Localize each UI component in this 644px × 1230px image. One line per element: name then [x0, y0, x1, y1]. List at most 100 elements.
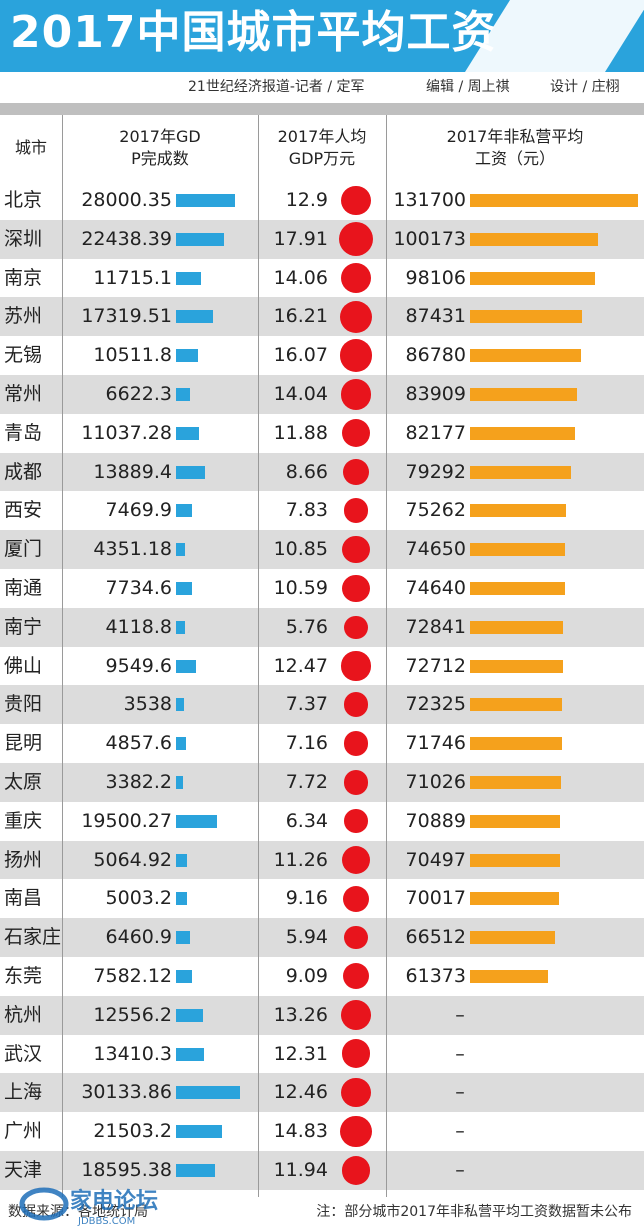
per-capita-value: 11.26 [273, 848, 328, 871]
per-capita-value: 10.59 [273, 577, 328, 599]
gdp-bar [176, 814, 218, 828]
header-wage: 2017年非私营平均 工资（元） [446, 127, 584, 168]
table-row: 成都 13889.4 8.66 79292 [0, 452, 644, 492]
city-name: 深圳 [4, 227, 43, 250]
gdp-bar [176, 271, 201, 285]
table-row: 重庆 19500.27 6.34 70889 [0, 802, 644, 841]
wage-bar [470, 620, 563, 634]
wage-bar [470, 388, 578, 401]
city-name: 昆明 [4, 732, 43, 755]
per-capita-value: 7.16 [285, 732, 328, 755]
gdp-bar [176, 892, 187, 906]
wage-value: 79292 [405, 460, 466, 483]
credit-design: 设计 / 庄栩 [550, 79, 620, 95]
per-capita-dot [341, 1039, 371, 1069]
credit-editor: 编辑 / 周上祺 [426, 79, 510, 95]
gdp-bar [176, 582, 193, 595]
gdp-bar [176, 349, 199, 363]
table-row: 太原 3382.2 7.72 71026 [0, 763, 644, 802]
column-divider [386, 115, 387, 1197]
wage-value: – [455, 1159, 465, 1181]
wage-bar [470, 970, 549, 983]
wage-value: – [455, 1120, 465, 1143]
gdp-bar [176, 776, 184, 789]
page-title: 2017中国城市平均工资 [10, 7, 497, 58]
per-capita-dot [339, 339, 373, 372]
city-name: 东莞 [4, 965, 43, 987]
wage-value: 98106 [405, 266, 466, 289]
table-row: 常州 6622.3 14.04 83909 [0, 375, 644, 414]
wage-value: – [455, 1081, 465, 1104]
per-capita-dot [341, 418, 371, 448]
per-capita-dot [341, 1156, 371, 1185]
wage-bar [470, 465, 572, 479]
per-capita-value: 13.26 [273, 1003, 328, 1026]
wage-bar [470, 659, 563, 673]
header-gdp: 2017年GD P完成数 [119, 127, 201, 168]
credits-line: 21世纪经济报道-记者 / 定军 编辑 / 周上祺 设计 / 庄栩 [0, 74, 644, 100]
per-capita-dot [340, 262, 372, 294]
gdp-bar [176, 465, 206, 479]
table-row: 广州 21503.2 14.83 – [0, 1112, 644, 1151]
city-name: 南昌 [4, 887, 43, 910]
watermark-logo: 家电论坛 JDBBS.COM [19, 1187, 158, 1227]
title-banner: 2017中国城市平均工资 [0, 0, 644, 72]
gdp-value: 28000.35 [81, 189, 172, 211]
city-name: 常州 [4, 383, 43, 405]
wage-value: 82177 [405, 421, 466, 444]
per-capita-value: 12.47 [273, 654, 328, 677]
wage-value: 71026 [405, 771, 466, 793]
per-capita-value: 9.16 [285, 887, 328, 910]
wage-value: 70497 [405, 848, 466, 871]
column-divider [62, 115, 63, 1197]
per-capita-value: 14.04 [273, 383, 328, 405]
table-row: 青岛 11037.28 11.88 82177 [0, 414, 644, 453]
footer-note: 注：部分城市2017年非私营平均工资数据暂未公布 [316, 1204, 632, 1220]
watermark-ring-icon [19, 1187, 69, 1221]
gdp-bar [176, 504, 192, 518]
per-capita-dot [342, 963, 370, 990]
per-capita-dot [344, 615, 368, 639]
gdp-value: 7582.12 [93, 965, 172, 987]
wage-value: – [455, 1042, 465, 1065]
gdp-bar [176, 620, 185, 634]
city-name: 南通 [4, 577, 43, 599]
gdp-value: 5064.92 [93, 848, 172, 871]
wage-bar [470, 582, 566, 595]
per-capita-dot [342, 535, 370, 564]
city-name: 南宁 [4, 615, 43, 638]
gdp-bar [176, 737, 187, 751]
city-name: 佛山 [4, 654, 43, 677]
wage-value: 74640 [405, 577, 466, 599]
table-row: 石家庄 6460.9 5.94 66512 [0, 918, 644, 957]
wage-bar [470, 814, 561, 828]
table-row: 西安 7469.9 7.83 75262 [0, 491, 644, 530]
gdp-value: 5003.2 [105, 887, 172, 910]
wage-bar [470, 892, 560, 906]
per-capita-value: 14.06 [273, 266, 328, 289]
per-capita-value: 12.9 [285, 189, 328, 211]
wage-value: 70889 [405, 809, 466, 832]
per-capita-value: 11.88 [273, 421, 328, 444]
wage-value: – [455, 1003, 465, 1026]
table-row: 扬州 5064.92 11.26 70497 [0, 840, 644, 880]
table-row: 贵阳 3538 7.37 72325 [0, 685, 644, 725]
wage-bar [470, 349, 581, 363]
per-capita-value: 10.85 [273, 538, 328, 561]
table-row: 北京 28000.35 12.9 131700 [0, 181, 644, 220]
wage-bar [470, 271, 596, 285]
table-row: 无锡 10511.8 16.07 86780 [0, 336, 644, 375]
table-row: 天津 18595.38 11.94 – [0, 1151, 644, 1190]
city-name: 青岛 [4, 421, 43, 444]
wage-value: 70017 [405, 887, 466, 910]
gdp-value: 11715.1 [93, 266, 172, 289]
gdp-bar [176, 970, 193, 983]
table-row: 南昌 5003.2 9.16 70017 [0, 879, 644, 918]
gdp-value: 13889.4 [93, 460, 172, 483]
table-row: 南通 7734.6 10.59 74640 [0, 569, 644, 608]
gdp-bar [176, 1125, 222, 1139]
gdp-bar [176, 543, 186, 557]
wage-value: 100173 [393, 227, 466, 250]
wage-bar [470, 698, 563, 712]
table-row: 东莞 7582.12 9.09 61373 [0, 957, 644, 996]
